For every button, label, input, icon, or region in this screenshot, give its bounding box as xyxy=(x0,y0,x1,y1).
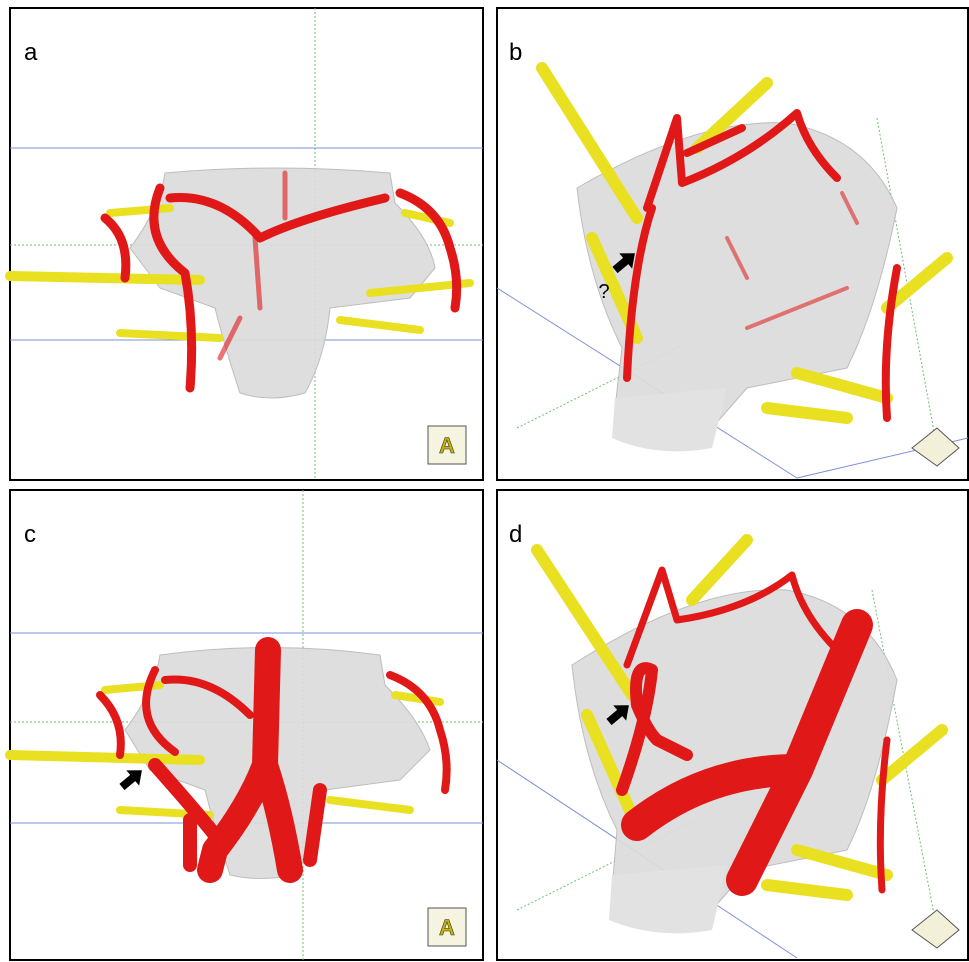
panel-b: ? b xyxy=(497,8,968,480)
panel-label: d xyxy=(509,521,522,548)
panel-a: A a xyxy=(10,8,483,480)
panel-label: b xyxy=(509,39,522,66)
figure: A a ? b A c xyxy=(0,0,969,962)
annotation: ? xyxy=(598,281,609,303)
panel-c: A c xyxy=(10,490,483,960)
orientation-label: A xyxy=(439,433,455,458)
nerve xyxy=(10,755,200,760)
tumor-base xyxy=(609,865,727,933)
nerve xyxy=(10,276,200,280)
orientation-label: A xyxy=(439,915,455,940)
tumor-base xyxy=(612,388,727,451)
panel-d: d xyxy=(497,490,968,960)
panel-label: c xyxy=(24,521,36,548)
panel-label: a xyxy=(24,39,38,66)
